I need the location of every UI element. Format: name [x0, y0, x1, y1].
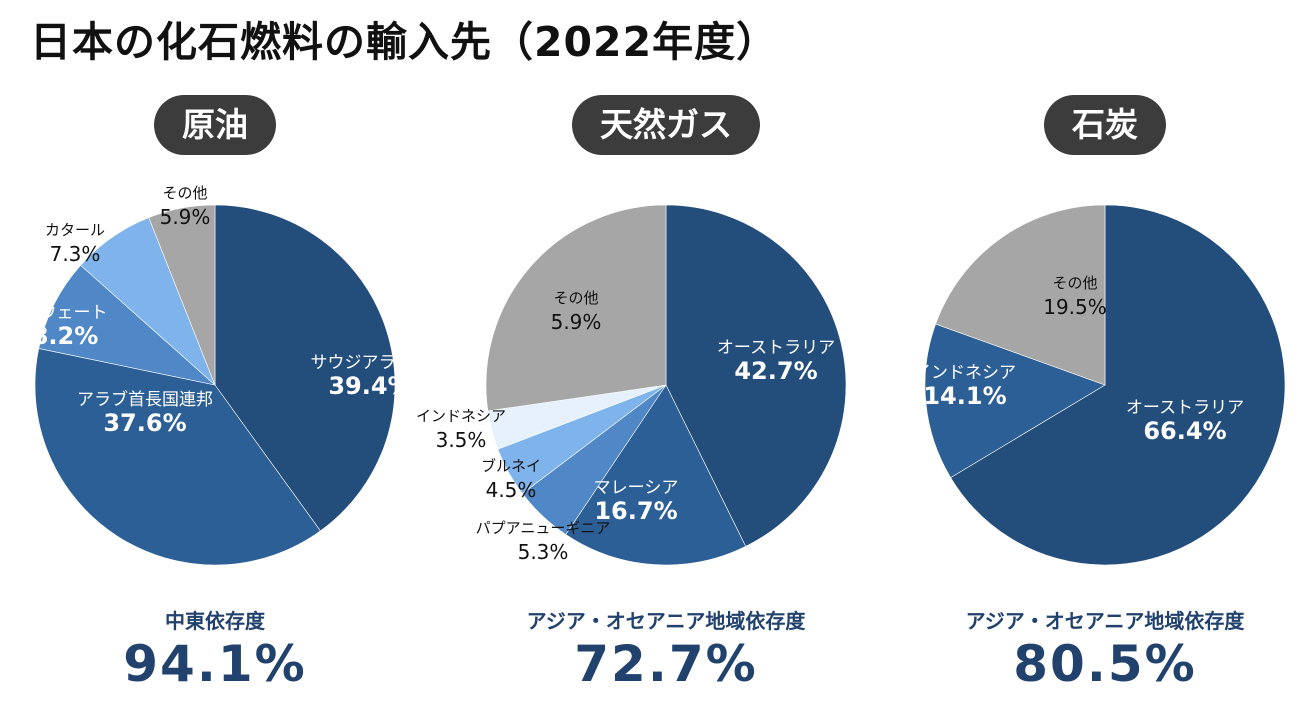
pie1-label-name-2: パプアニューギニア: [476, 519, 611, 537]
chart-title-crude-oil: 原油: [154, 95, 276, 155]
pie0-label-name-1: アラブ首長国連邦: [77, 389, 213, 410]
pie0-label-value-3: 7.3%: [50, 242, 101, 266]
pie2-label-name-1: インドネシア: [914, 363, 1016, 383]
pie0-label-value-4: 5.9%: [160, 205, 211, 229]
pie1-label-value-2: 5.3%: [518, 540, 569, 564]
pie0-label-name-3: カタール: [45, 221, 105, 239]
pie1-label-value-0: 42.7%: [734, 357, 817, 385]
dependency-label-crude-oil: 中東依存度: [165, 609, 265, 633]
dependency-value-crude-oil: 94.1%: [123, 635, 307, 693]
chart-title-coal: 石炭: [1044, 95, 1166, 155]
pie1-label-value-1: 16.7%: [594, 497, 677, 525]
dependency-label-natural-gas: アジア・オセアニア地域依存度: [526, 609, 806, 633]
pie1-label-value-5: 5.9%: [551, 310, 602, 334]
pie0-slice-2: [38, 264, 217, 386]
pie1-label-name-3: ブルネイ: [481, 457, 541, 475]
pie1-slice-0: [665, 204, 847, 547]
dependency-value-natural-gas: 72.7%: [574, 635, 758, 693]
pie1-label-name-1: マレーシア: [594, 478, 679, 498]
pie0-slice-1: [34, 348, 321, 566]
pie0-slice-0: [214, 204, 396, 532]
chart-panel-crude-oil: 原油 サウジアラビア 39.4% アラブ首長国連邦 37.6% クウェート 8.2% カター…: [0, 95, 435, 695]
pie2-slice-0: [950, 204, 1286, 566]
pie0-label-value-2: 8.2%: [32, 322, 99, 350]
pie0-label-name-0: サウジアラビア: [311, 353, 430, 373]
pie2-label-name-2: その他: [1052, 274, 1097, 292]
pie0-slice-4: [148, 204, 216, 386]
chart-panel-coal: 石炭 オーストラリア 66.4% インドネシア 14.1% その他 19.5% アジア・オ…: [885, 95, 1316, 695]
pie1-label-value-3: 4.5%: [486, 478, 537, 502]
dependency-label-coal: アジア・オセアニア地域依存度: [965, 609, 1245, 633]
pie2-label-value-1: 14.1%: [923, 382, 1006, 410]
pie2-label-value-2: 19.5%: [1043, 295, 1107, 319]
chart-panel-natural-gas: 天然ガス オーストラリア 42.7% マレーシア 16.7% パプアニューギニア 5.3%…: [416, 95, 886, 695]
pie0-label-name-4: その他: [162, 184, 207, 202]
pie1-slice-1: [565, 384, 747, 566]
pie0-label-name-2: クウェート: [23, 303, 108, 323]
pie1-slice-5: [485, 204, 667, 412]
page-title: 日本の化石燃料の輸入先（2022年度）: [30, 18, 779, 66]
pie2-label-value-0: 66.4%: [1143, 417, 1226, 445]
pie2-label-name-0: オーストラリア: [1126, 398, 1244, 418]
pie1-label-value-4: 3.5%: [436, 428, 487, 452]
pie0-label-value-1: 37.6%: [103, 409, 186, 437]
dependency-value-coal: 80.5%: [1013, 635, 1197, 693]
pie1-label-name-0: オーストラリア: [717, 338, 835, 358]
chart-title-natural-gas: 天然ガス: [572, 95, 760, 155]
pie0-label-value-0: 39.4%: [328, 372, 411, 400]
pie2-slice-2: [935, 204, 1106, 386]
pie1-label-name-4: インドネシア: [416, 407, 506, 425]
pie2-slice-1: [924, 323, 1106, 479]
pie1-label-name-5: その他: [553, 289, 598, 307]
